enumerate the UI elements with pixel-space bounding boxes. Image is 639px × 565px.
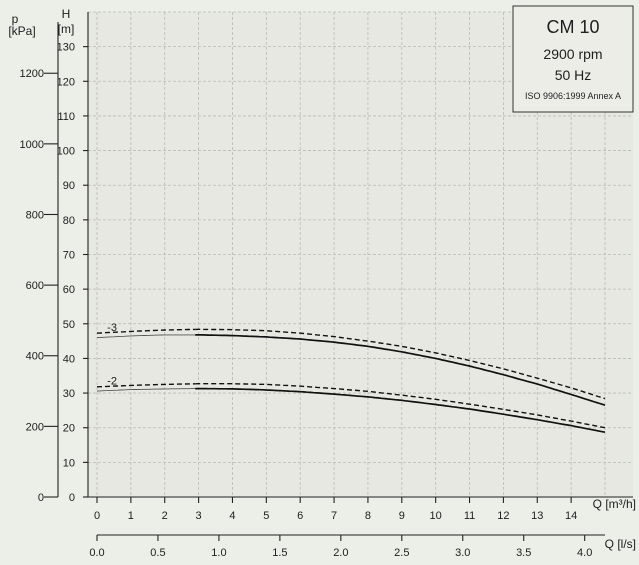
h-tick-label-80: 80 [63,215,75,227]
q-tick-label-10: 10 [430,510,442,522]
h-tick-label-120: 120 [57,76,75,88]
p-tick-label-1000: 1000 [20,139,44,151]
q2-tick-label-3.5: 3.5 [516,547,531,559]
y-axis-unit: [m] [58,22,75,36]
curve-ext-1 [96,328,196,334]
info-model: CM 10 [546,17,599,37]
q-tick-label-5: 5 [263,510,269,522]
q2-tick-label-1.5: 1.5 [272,547,287,559]
p-tick-label-600: 600 [26,280,44,292]
axis-labels: p [kPa] H [m] Q [m³/h] Q [l/s] [8,7,636,551]
h-tick-label-90: 90 [63,180,75,192]
h-tick-label-100: 100 [57,146,75,158]
q-tick-label-1: 1 [128,510,134,522]
p-tick-label-0: 0 [38,492,44,504]
q2-tick-label-0.5: 0.5 [150,547,165,559]
q-tick-label-4: 4 [229,510,235,522]
q-tick-label-6: 6 [297,510,303,522]
curve-ext-0 [96,334,196,339]
curve-ext-3 [96,383,196,388]
h-tick-label-50: 50 [63,319,75,331]
q-tick-label-2: 2 [162,510,168,522]
curve-dashed-1 [195,328,606,400]
h-tick-label-130: 130 [57,42,75,54]
q2-tick-label-4.0: 4.0 [577,547,592,559]
q-tick-label-8: 8 [365,510,371,522]
h-tick-label-110: 110 [57,111,75,123]
curve-solid-2 [195,387,606,434]
curve-ext-2 [96,388,196,392]
p-tick-label-200: 200 [26,421,44,433]
left-axis-label: p [12,12,19,26]
curves: -3 -2 [96,322,606,434]
q2-tick-label-2.5: 2.5 [394,547,409,559]
q2-tick-label-3.0: 3.0 [455,547,470,559]
q2-tick-label-2.0: 2.0 [333,547,348,559]
h-tick-label-70: 70 [63,250,75,262]
h-tick-label-0: 0 [69,492,75,504]
q-tick-label-11: 11 [464,510,475,522]
info-speed: 2900 rpm [543,46,602,62]
q-tick-label-13: 13 [531,510,543,522]
info-frequency: 50 Hz [555,67,592,83]
p-tick-label-1200: 1200 [20,68,44,80]
q-tick-label-9: 9 [399,510,405,522]
info-box-frame [512,5,634,113]
p-tick-label-400: 400 [26,351,44,363]
x2-axis-label: Q [l/s] [605,537,636,551]
q-tick-label-12: 12 [497,510,509,522]
q-tick-label-14: 14 [565,510,577,522]
q-tick-label-7: 7 [331,510,337,522]
curve-dashed-3 [195,383,606,429]
axes [44,12,633,541]
h-tick-label-30: 30 [63,388,75,400]
q2-tick-label-0.0: 0.0 [89,547,104,559]
h-tick-label-10: 10 [63,457,75,469]
q2-tick-label-1.0: 1.0 [211,547,226,559]
series-label-0: -3 [107,322,117,334]
p-tick-label-800: 800 [26,209,44,221]
info-standard: ISO 9906:1999 Annex A [525,91,621,101]
left-axis-unit: [kPa] [8,24,35,38]
tick-labels: 0102030405060708090100110120130020040060… [20,42,593,559]
h-tick-label-60: 60 [63,284,75,296]
x-axis-label: Q [m³/h] [593,497,636,511]
series-label-2: -2 [107,375,117,387]
q-tick-label-3: 3 [196,510,202,522]
info-box: CM 10 2900 rpm 50 Hz ISO 9906:1999 Annex… [512,5,634,113]
h-tick-label-40: 40 [63,353,75,365]
q-tick-label-0: 0 [94,510,100,522]
h-tick-label-20: 20 [63,423,75,435]
curve-solid-0 [195,334,606,407]
y-axis-label: H [62,7,71,21]
